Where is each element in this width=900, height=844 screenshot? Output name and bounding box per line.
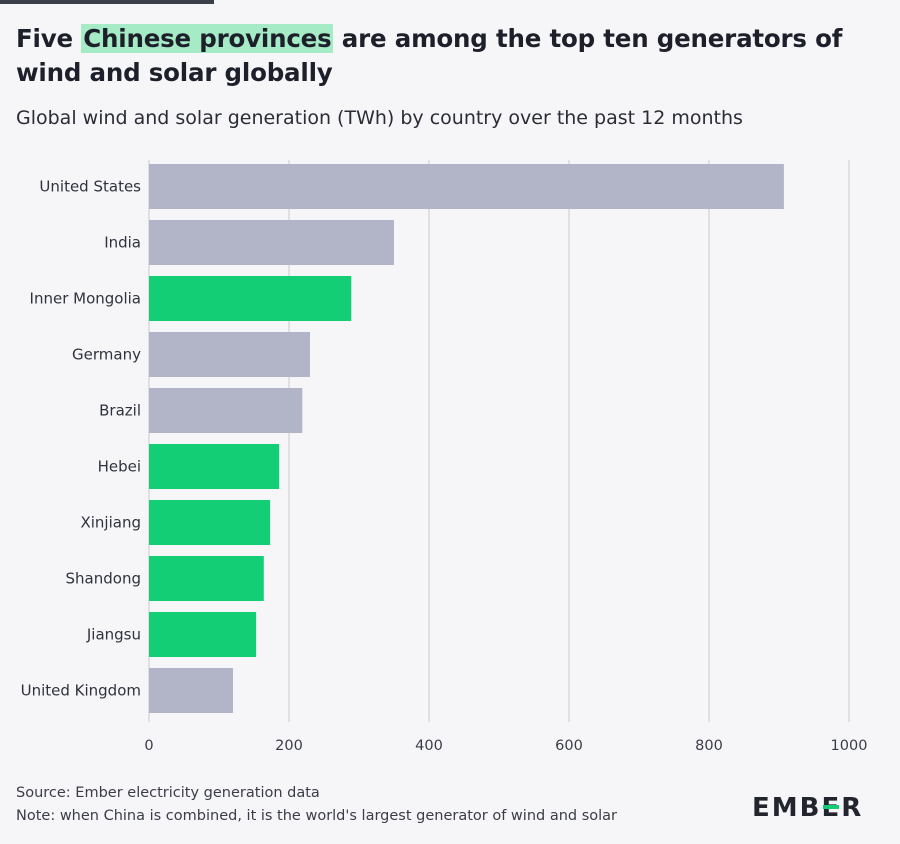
category-label: Shandong <box>66 570 141 588</box>
x-tick-label: 400 <box>415 738 443 754</box>
x-tick-label: 200 <box>275 738 303 754</box>
chart-title: Five Chinese provinces are among the top… <box>16 24 843 87</box>
footer: Source: Ember electricity generation dat… <box>16 782 617 828</box>
bar-chart: United States India Inner Mongolia Germany B… <box>21 160 867 754</box>
x-tick-label: 0 <box>144 738 153 754</box>
footnote: Note: when China is combined, it is the … <box>16 808 618 824</box>
category-labels: United States India Inner Mongolia Germany B… <box>21 178 142 700</box>
x-tick-label: 1000 <box>831 738 868 754</box>
bar <box>149 220 394 265</box>
logo-mark <box>823 805 840 809</box>
bar <box>149 612 257 657</box>
bar <box>149 164 784 209</box>
bar <box>149 500 271 545</box>
category-label: Brazil <box>99 402 141 420</box>
category-label: United Kingdom <box>21 682 141 700</box>
category-label: Xinjiang <box>80 514 141 532</box>
category-label: India <box>104 234 141 252</box>
chart-subtitle: Global wind and solar generation (TWh) b… <box>16 107 743 129</box>
ember-logo: EMBER <box>752 793 864 823</box>
x-tick-labels: 0 200 400 600 800 1000 <box>144 738 867 754</box>
category-label: Jiangsu <box>86 626 141 644</box>
x-tick-label: 800 <box>695 738 723 754</box>
bar <box>149 276 352 321</box>
category-label: United States <box>39 178 141 196</box>
category-label: Inner Mongolia <box>30 290 141 308</box>
category-label: Hebei <box>98 458 141 476</box>
x-tick-label: 600 <box>555 738 583 754</box>
bar <box>149 444 280 489</box>
bar <box>149 332 310 377</box>
title-highlight: Chinese provinces <box>81 24 334 53</box>
bar <box>149 388 303 433</box>
source-note: Source: Ember electricity generation dat… <box>16 785 320 801</box>
category-label: Germany <box>72 346 141 364</box>
bar <box>149 556 264 601</box>
top-accent-rule <box>0 0 214 4</box>
bars <box>149 164 784 713</box>
bar <box>149 668 233 713</box>
